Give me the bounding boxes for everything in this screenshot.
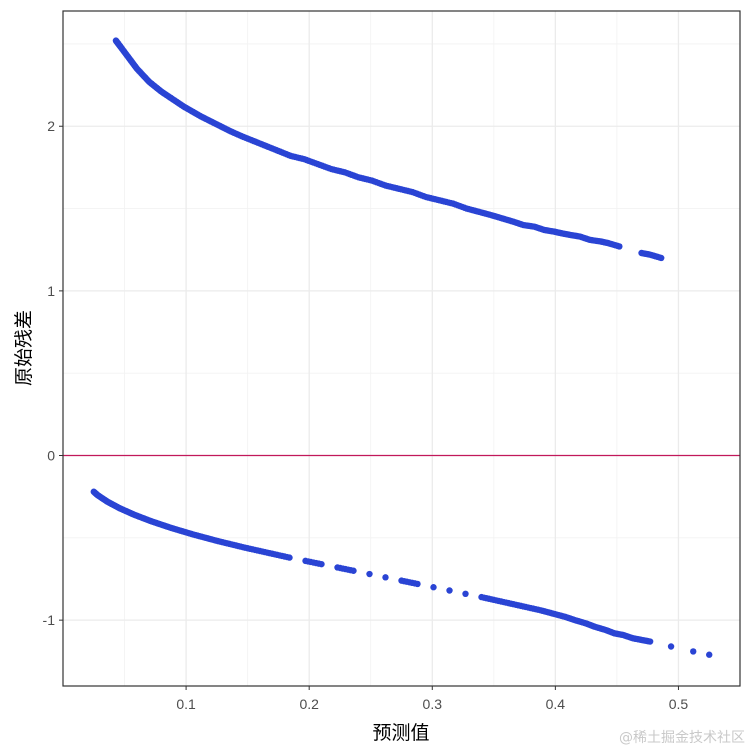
data-point <box>414 580 421 588</box>
panel-border <box>62 10 741 687</box>
data-point <box>366 570 373 578</box>
x-tick-label: 0.3 <box>423 696 443 712</box>
x-tick-label: 0.5 <box>669 696 689 712</box>
data-point <box>646 638 654 645</box>
x-tick-label: 0.2 <box>299 696 319 712</box>
y-axis-title: 原始残差 <box>13 310 35 386</box>
data-point <box>462 590 469 598</box>
data-point <box>667 643 675 650</box>
data-point <box>616 243 623 250</box>
data-point <box>286 554 293 561</box>
x-axis-title: 预测值 <box>372 722 429 744</box>
grid-minor <box>63 11 740 686</box>
y-axis: -1 0 1 2 <box>43 118 63 628</box>
data-point <box>446 587 453 594</box>
data-point <box>350 567 357 574</box>
data-point <box>318 560 325 568</box>
data-point <box>690 648 697 655</box>
x-tick-label: 0.4 <box>546 696 566 712</box>
data-points <box>90 37 713 658</box>
panel-background <box>63 11 740 686</box>
y-tick-label: -1 <box>43 612 56 628</box>
grid-major <box>63 11 740 686</box>
data-point <box>658 254 665 262</box>
watermark: @稀土掘金技术社区 <box>619 730 745 746</box>
x-axis: 0.1 0.2 0.3 0.4 0.5 <box>176 686 688 712</box>
data-point <box>706 651 713 658</box>
x-tick-label: 0.1 <box>176 696 196 712</box>
y-tick-label: 1 <box>47 283 55 299</box>
data-point <box>382 574 389 581</box>
data-point <box>430 584 437 591</box>
y-tick-label: 2 <box>47 118 55 134</box>
y-tick-label: 0 <box>47 448 55 464</box>
